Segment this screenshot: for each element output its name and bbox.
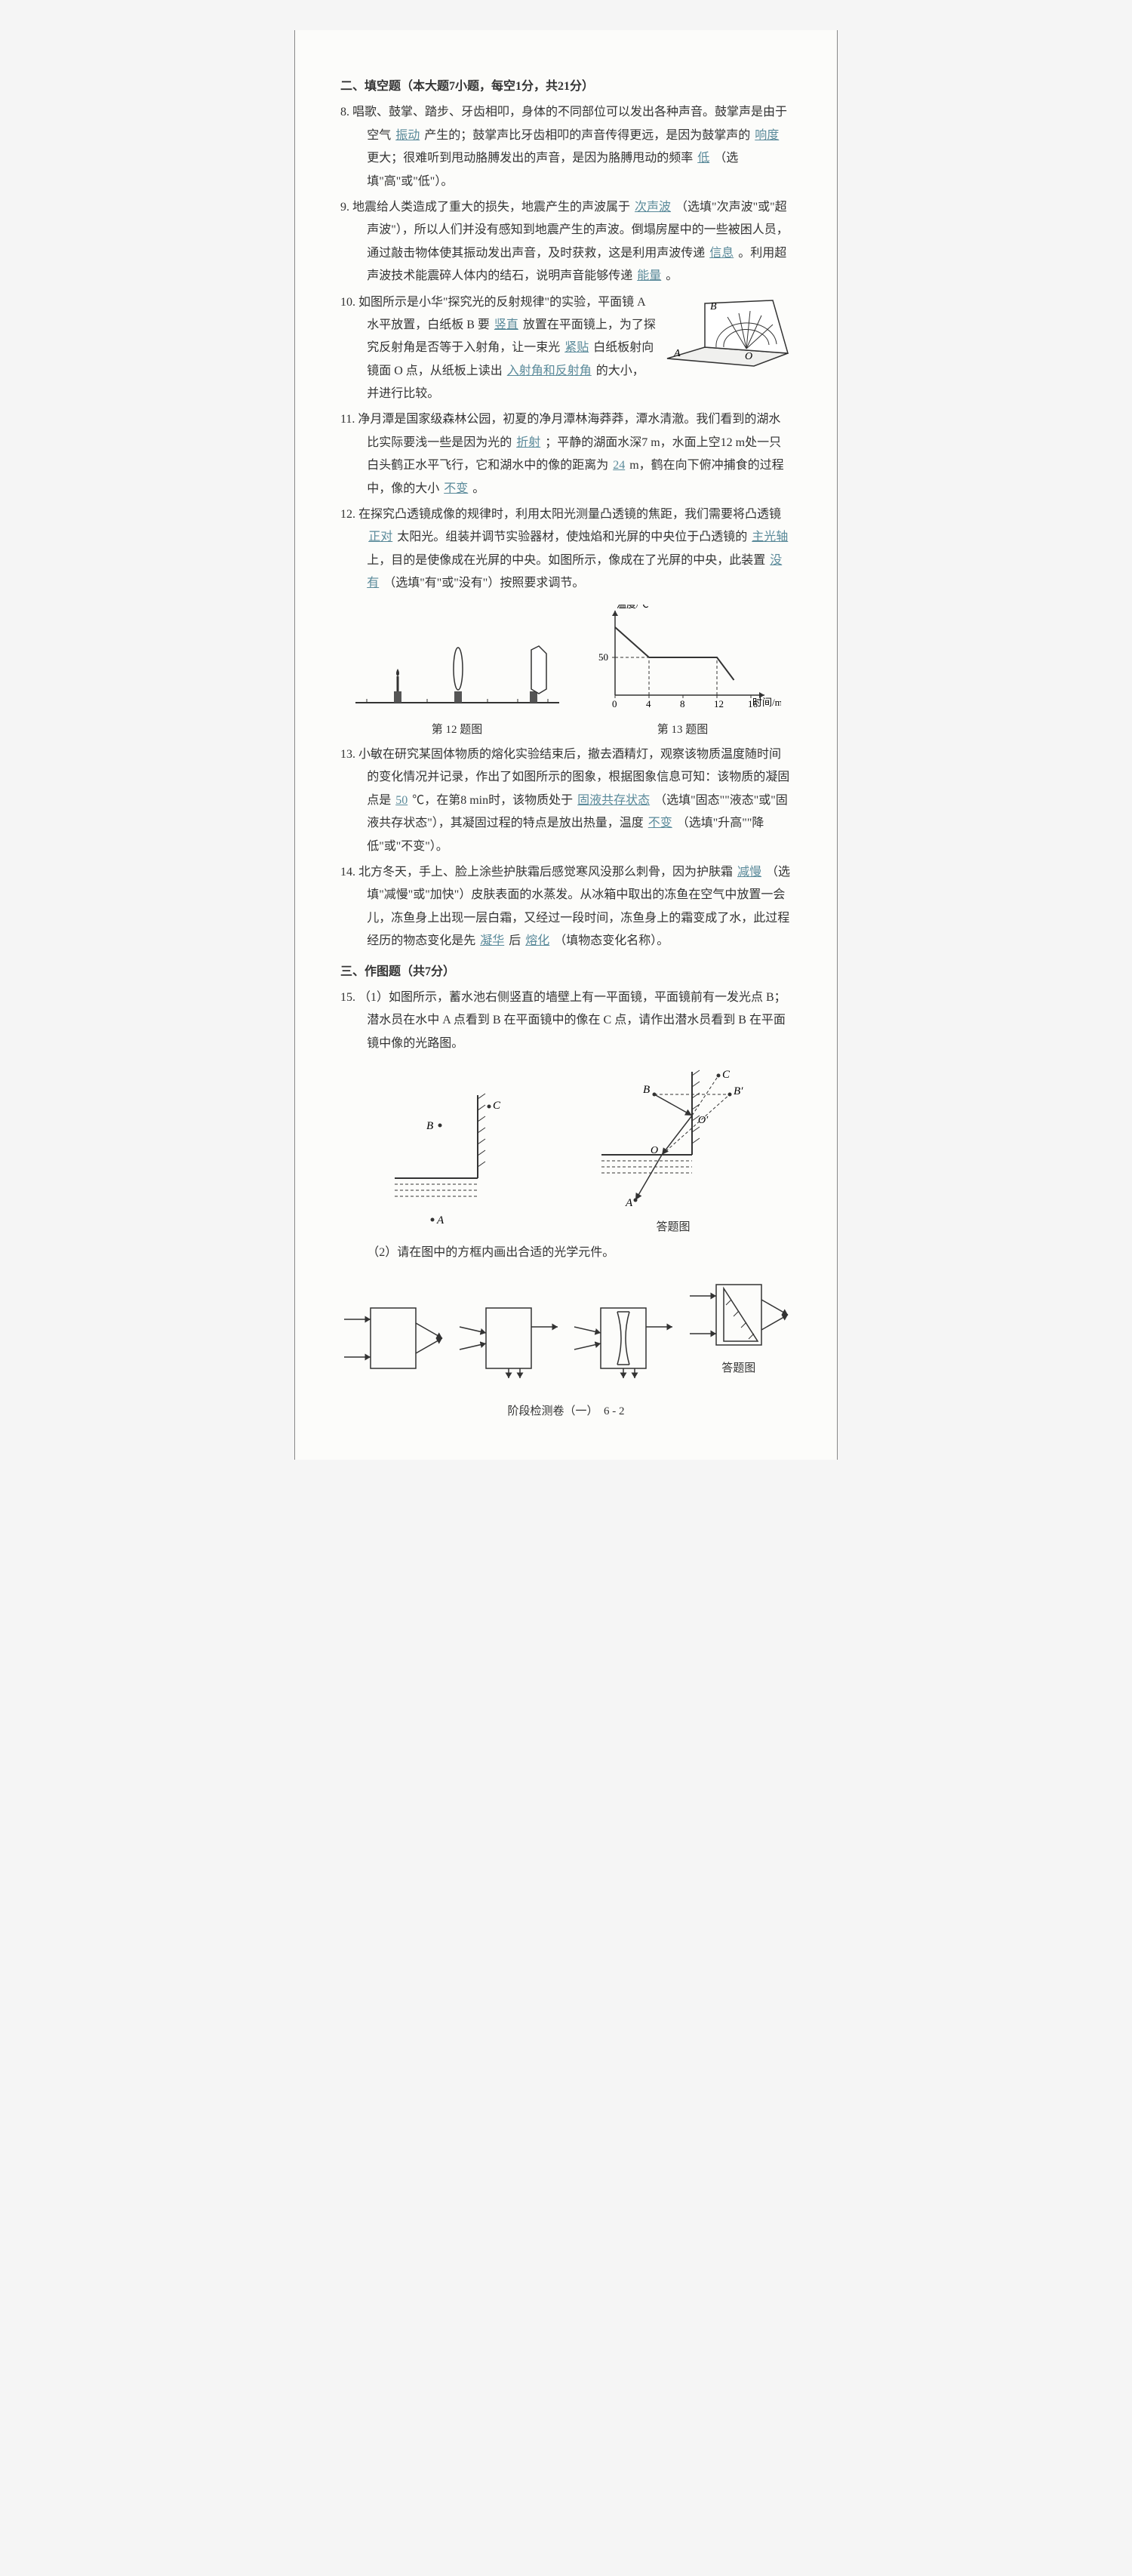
svg-text:12: 12 — [714, 698, 724, 709]
figure-row-12-13: 第 12 题图 温度/℃时间/min500481216 第 13 题图 — [340, 605, 792, 741]
question-8: 8. 唱歌、鼓掌、踏步、牙齿相叩，身体的不同部位可以发出各种声音。鼓掌声是由于空… — [340, 101, 792, 193]
exam-page: 二、填空题（本大题7小题，每空1分，共21分） 8. 唱歌、鼓掌、踏步、牙齿相叩… — [294, 30, 838, 1460]
label-A: A — [673, 348, 681, 359]
svg-text:温度/℃: 温度/℃ — [617, 605, 649, 610]
label-Bprime: B′ — [734, 1085, 743, 1097]
text: 上，目的是使像成在光屏的中央。如图所示，像成在了光屏的中央，此装置 — [367, 554, 765, 567]
blank: 减慢 — [736, 866, 763, 879]
question-12: 12. 在探究凸透镜成像的规律时，利用太阳光测量凸透镜的焦距，我们需要将凸透镜 … — [340, 503, 792, 596]
text: 。 — [666, 269, 678, 282]
label-A: A — [436, 1214, 444, 1226]
answer-caption-2: 答题图 — [686, 1358, 792, 1380]
figcap-13: 第 13 题图 — [585, 719, 781, 741]
blank: 固液共存状态 — [576, 794, 651, 807]
blank: 24 — [611, 459, 626, 472]
q12-figure: 第 12 题图 — [352, 627, 563, 741]
optics-box-1 — [340, 1297, 446, 1380]
label-C: C — [722, 1069, 731, 1081]
label-A: A — [625, 1197, 633, 1209]
question-14: 14. 北方冬天，手上、脸上涂些护肤霜后感觉寒风没那么刺骨，因为护肤霜 减慢 （… — [340, 861, 792, 953]
blank: 折射 — [515, 436, 542, 449]
blank: 正对 — [367, 531, 394, 543]
optics-box-4-wrap: 答题图 — [686, 1273, 792, 1380]
qnum: 10. — [340, 296, 355, 309]
blank: 能量 — [635, 269, 663, 282]
page-footer: 阶段检测卷（一） 6 - 2 — [340, 1401, 792, 1423]
blank: 不变 — [647, 817, 674, 829]
text: 后 — [509, 934, 521, 947]
label-B: B — [643, 1084, 650, 1096]
text: （填物态变化名称）。 — [554, 934, 669, 947]
answer-caption: 答题图 — [586, 1217, 760, 1239]
qnum: 9. — [340, 201, 349, 214]
blank: 熔化 — [524, 934, 551, 947]
label-B: B — [426, 1120, 433, 1132]
question-9: 9. 地震给人类造成了重大的损失，地震产生的声波属于 次声波 （选填"次声波"或… — [340, 196, 792, 288]
section-ii-title: 二、填空题（本大题7小题，每空1分，共21分） — [340, 75, 792, 98]
blank: 50 — [394, 794, 409, 807]
svg-text:4: 4 — [646, 698, 651, 709]
question-11: 11. 净月潭是国家级森林公园，初夏的净月潭林海莽莽，潭水清澈。我们看到的湖水比… — [340, 408, 792, 500]
blank: 凝华 — [478, 934, 506, 947]
text: 产生的；鼓掌声比牙齿相叩的声音传得更远，是因为鼓掌声的 — [424, 129, 750, 142]
q15-answer-figure: B C B′ O′ O A — [586, 1064, 760, 1239]
q15-figrow-1: B C A — [340, 1064, 792, 1239]
section-iii-title: 三、作图题（共7分） — [340, 961, 792, 983]
q15-figrow-2: 答题图 — [340, 1273, 792, 1380]
label-B: B — [710, 301, 717, 312]
qnum: 13. — [340, 748, 355, 761]
text: 在探究凸透镜成像的规律时，利用太阳光测量凸透镜的焦距，我们需要将凸透镜 — [358, 508, 781, 521]
text: 北方冬天，手上、脸上涂些护肤霜后感觉寒风没那么刺骨，因为护肤霜 — [358, 866, 733, 879]
figcap-12: 第 12 题图 — [352, 719, 563, 741]
qnum: 11. — [340, 413, 355, 426]
optics-box-4-answer — [686, 1273, 792, 1356]
question-13: 13. 小敏在研究某固体物质的熔化实验结束后，撤去酒精灯，观察该物质温度随时间的… — [340, 743, 792, 858]
text: 。 — [472, 482, 484, 495]
q10-figure: A B O — [663, 294, 792, 377]
question-10-wrap: A B O 10. 如图所示是小华"探究光的反射规律"的实验，平面镜 A 水平放… — [340, 288, 792, 406]
blank: 低 — [696, 152, 711, 165]
blank: 不变 — [442, 482, 469, 495]
text: 太阳光。组装并调节实验器材，使烛焰和光屏的中央位于凸透镜的 — [397, 531, 747, 543]
svg-text:0: 0 — [612, 698, 617, 709]
blank: 次声波 — [633, 201, 672, 214]
blank: 振动 — [394, 129, 421, 142]
blank: 竖直 — [493, 319, 520, 331]
qnum: 14. — [340, 866, 355, 879]
qnum: 8. — [340, 106, 349, 118]
question-15: 15. （1）如图所示，蓄水池右侧竖直的墙壁上有一平面镜，平面镜前有一发光点 B… — [340, 986, 792, 1055]
blank: 紧贴 — [563, 341, 590, 354]
question-15-2: （2）请在图中的方框内画出合适的光学元件。 — [340, 1242, 792, 1264]
label-O: O — [745, 351, 752, 362]
qnum: 12. — [340, 508, 355, 521]
label-Oprime: O′ — [698, 1115, 709, 1126]
text: 更大；很难听到甩动胳膊发出的声音，是因为胳膊甩动的频率 — [367, 152, 693, 165]
blank: 响度 — [753, 129, 780, 142]
qnum: 15. — [340, 991, 355, 1004]
svg-text:50: 50 — [598, 651, 608, 663]
q15-given-figure: B C A — [372, 1088, 523, 1239]
optics-box-2 — [456, 1297, 561, 1380]
label-C: C — [493, 1100, 501, 1112]
label-O: O — [651, 1145, 658, 1156]
svg-text:16: 16 — [748, 698, 758, 709]
optics-box-3-answer — [571, 1297, 676, 1380]
blank: 主光轴 — [750, 531, 789, 543]
blank: 信息 — [708, 247, 735, 260]
text: （2）请在图中的方框内画出合适的光学元件。 — [367, 1246, 614, 1259]
text: （选填"有"或"没有"）按照要求调节。 — [383, 577, 584, 589]
svg-text:8: 8 — [680, 698, 685, 709]
blank: 入射角和反射角 — [506, 365, 593, 377]
text: 地震给人类造成了重大的损失，地震产生的声波属于 — [352, 201, 630, 214]
text: ℃，在第8 min时，该物质处于 — [412, 794, 573, 807]
q13-figure: 温度/℃时间/min500481216 第 13 题图 — [585, 605, 781, 741]
text: （1）如图所示，蓄水池右侧竖直的墙壁上有一平面镜，平面镜前有一发光点 B；潜水员… — [358, 991, 786, 1050]
